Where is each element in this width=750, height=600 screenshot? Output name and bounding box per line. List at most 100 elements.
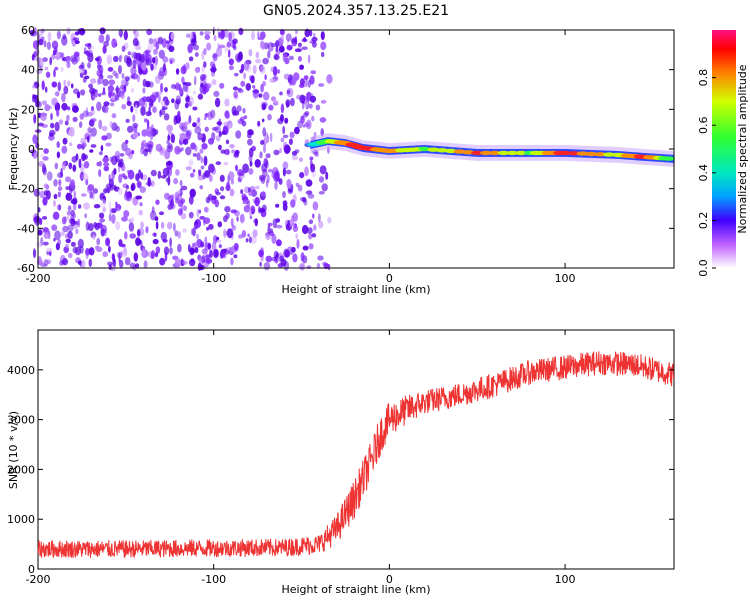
snr-axes-frame [37, 329, 675, 570]
noise-speckle [60, 66, 64, 73]
noise-speckle [135, 263, 140, 269]
noise-speckle [241, 230, 247, 238]
noise-speckle [160, 221, 165, 229]
noise-speckle [306, 265, 312, 270]
noise-speckle [101, 125, 108, 132]
noise-speckle [238, 27, 244, 36]
noise-speckle [153, 48, 158, 55]
noise-speckle [223, 28, 229, 38]
noise-speckle [93, 204, 101, 209]
noise-speckle [245, 83, 251, 91]
noise-speckle [316, 262, 321, 269]
noise-speckle [150, 169, 157, 177]
noise-speckle [313, 224, 317, 231]
noise-speckle [243, 115, 248, 120]
noise-speckle [57, 172, 64, 179]
noise-speckle [150, 63, 154, 71]
noise-speckle [52, 211, 60, 220]
noise-speckle [194, 67, 201, 73]
noise-speckle [158, 70, 166, 76]
noise-speckle [285, 169, 292, 175]
noise-speckle [301, 197, 307, 203]
noise-speckle [158, 94, 161, 103]
noise-speckle [110, 102, 115, 107]
noise-speckle [46, 247, 53, 252]
noise-speckle [132, 131, 139, 139]
noise-speckle [115, 85, 119, 95]
noise-speckle [188, 211, 194, 219]
noise-speckle [94, 90, 98, 98]
noise-speckle [257, 120, 261, 127]
noise-speckle [139, 67, 143, 76]
noise-speckle [192, 227, 196, 237]
noise-speckle [54, 121, 60, 132]
noise-speckle [274, 181, 278, 190]
noise-speckle [90, 127, 97, 137]
noise-speckle [170, 203, 176, 210]
noise-speckle [299, 157, 303, 162]
noise-speckle [173, 177, 179, 185]
noise-speckle [162, 62, 166, 73]
noise-speckle [194, 52, 199, 57]
noise-speckle [164, 99, 170, 106]
signal-blob [559, 150, 572, 156]
noise-speckle [102, 251, 108, 258]
noise-speckle [185, 166, 192, 171]
noise-speckle [314, 152, 319, 157]
noise-speckle [32, 248, 37, 259]
noise-speckle [294, 126, 300, 135]
noise-speckle [142, 247, 146, 256]
noise-speckle [217, 221, 223, 228]
x-tick-label: -200 [26, 272, 51, 285]
noise-speckle [225, 184, 231, 192]
noise-speckle [84, 213, 88, 219]
noise-speckle [188, 115, 192, 124]
noise-speckle [54, 162, 58, 170]
noise-speckle [53, 200, 56, 207]
noise-speckle [145, 226, 149, 234]
noise-speckle [282, 191, 286, 199]
noise-speckle [275, 239, 282, 247]
noise-speckle [159, 108, 166, 116]
noise-speckle [66, 114, 70, 122]
noise-speckle [138, 169, 142, 179]
noise-speckle [149, 210, 157, 221]
noise-speckle [72, 164, 77, 172]
noise-speckle [143, 260, 148, 269]
noise-speckle [53, 69, 56, 78]
noise-speckle [98, 119, 103, 130]
noise-speckle [52, 49, 56, 56]
noise-speckle [105, 237, 111, 247]
noise-speckle [107, 75, 113, 79]
noise-speckle [311, 41, 317, 48]
noise-speckle [43, 183, 49, 189]
signal-blob [567, 151, 580, 156]
noise-speckle [286, 87, 294, 98]
noise-speckle [224, 98, 230, 107]
noise-speckle [60, 231, 65, 237]
noise-speckle [66, 215, 70, 221]
noise-speckle [54, 91, 60, 97]
noise-speckle [83, 161, 90, 169]
noise-speckle [177, 189, 182, 194]
noise-speckle [100, 224, 107, 234]
noise-speckle [86, 111, 93, 117]
noise-speckle [163, 246, 170, 255]
noise-speckle [257, 36, 265, 41]
noise-speckle [280, 103, 285, 114]
noise-speckle [325, 171, 329, 180]
noise-speckle [56, 109, 60, 117]
noise-speckle [138, 53, 145, 64]
noise-speckle [297, 42, 302, 48]
x-tick-label: -100 [201, 573, 226, 586]
noise-speckle [57, 186, 63, 192]
noise-speckle [145, 181, 153, 186]
noise-speckle [67, 252, 73, 259]
noise-speckle [287, 188, 293, 195]
noise-speckle [260, 40, 265, 50]
noise-speckle [170, 32, 175, 40]
noise-speckle [250, 205, 256, 215]
noise-speckle [189, 188, 196, 198]
noise-speckle [141, 129, 148, 137]
